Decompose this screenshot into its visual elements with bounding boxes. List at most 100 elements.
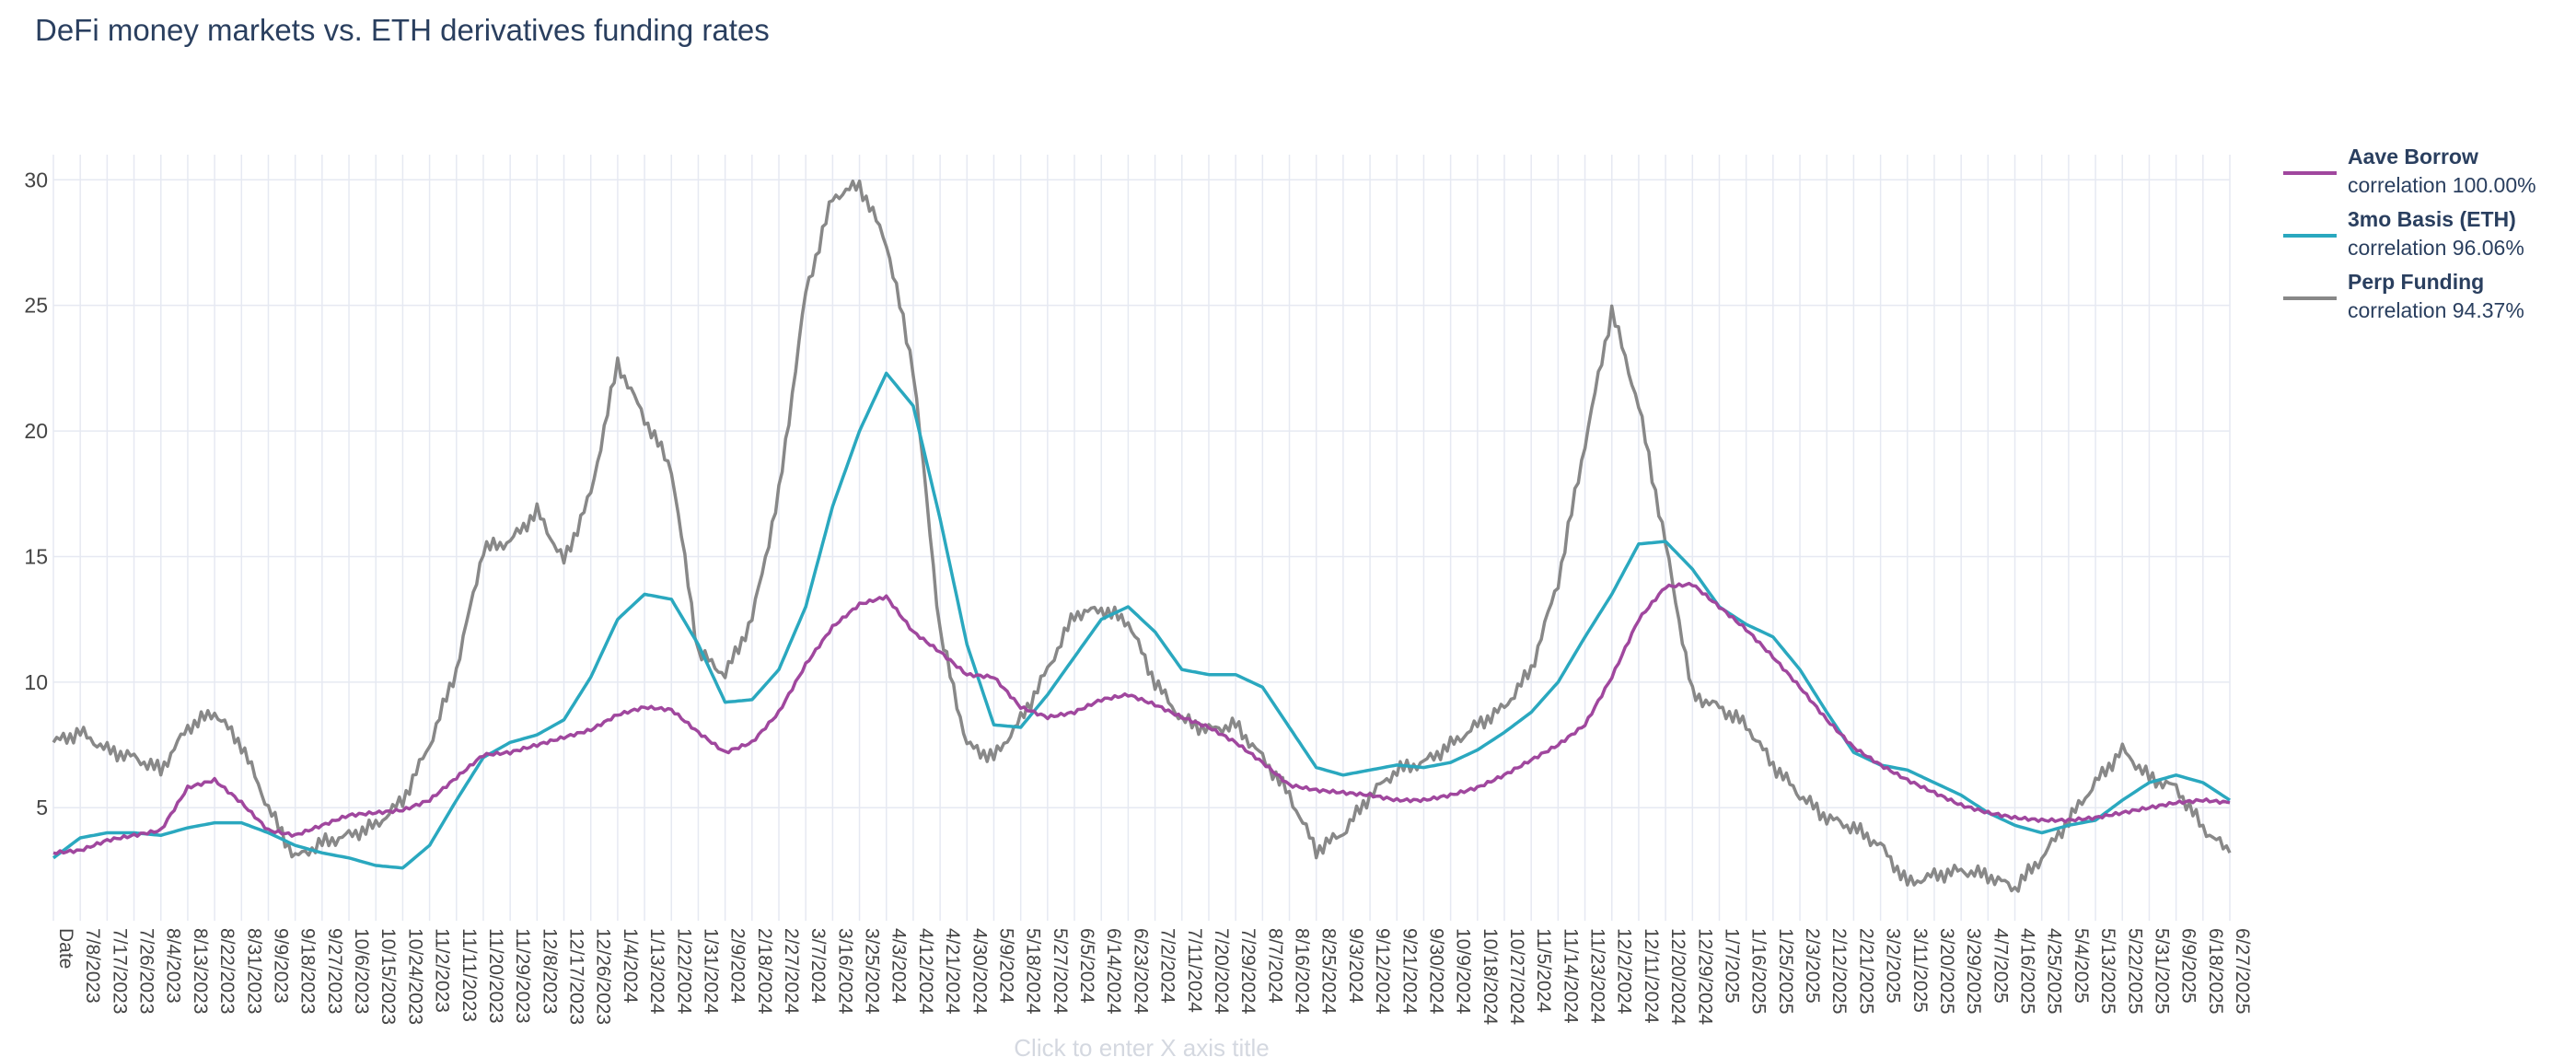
x-tick-label: 3/7/2024 <box>807 928 829 1004</box>
x-tick-label: 8/16/2024 <box>1292 928 1313 1015</box>
x-tick-label: 5/4/2025 <box>2071 928 2092 1004</box>
y-tick-label: 5 <box>36 796 48 819</box>
y-tick-label: 20 <box>24 419 48 443</box>
x-tick-label: 11/29/2023 <box>512 928 533 1024</box>
x-tick-label: 3/2/2025 <box>1883 928 1904 1004</box>
x-tick-label: 9/12/2024 <box>1372 928 1393 1015</box>
x-tick-label: 1/31/2024 <box>700 928 721 1015</box>
x-tick-label: 2/3/2025 <box>1802 928 1823 1004</box>
x-tick-label: 9/3/2024 <box>1345 928 1366 1004</box>
x-tick-label: 8/25/2024 <box>1318 928 1340 1015</box>
x-tick-label: 2/12/2025 <box>1828 928 1850 1014</box>
x-tick-label: 10/24/2023 <box>404 928 425 1025</box>
series-line-2[interactable] <box>52 371 2231 870</box>
x-tick-label: 5/18/2024 <box>1023 928 1044 1015</box>
x-tick-label: 11/5/2024 <box>1533 928 1554 1013</box>
x-tick-label: 7/8/2023 <box>82 928 103 1004</box>
x-tick-label: 9/30/2024 <box>1425 928 1446 1015</box>
x-tick-label: 4/3/2024 <box>888 928 910 1004</box>
x-tick-label: 9/18/2023 <box>297 928 319 1014</box>
x-tick-label: 4/25/2025 <box>2044 928 2065 1014</box>
x-tick-label: 4/21/2024 <box>942 928 963 1015</box>
x-tick-label: 3/16/2024 <box>834 928 855 1015</box>
x-tick-label: 1/25/2025 <box>1775 928 1796 1014</box>
x-tick-label: 11/2/2023 <box>432 928 453 1013</box>
x-tick-label: 1/22/2024 <box>673 928 694 1015</box>
x-tick-label: 8/22/2023 <box>216 928 238 1014</box>
legend-series-name[interactable]: Aave Borrow <box>2348 145 2478 168</box>
x-axis-title-placeholder[interactable]: Click to enter X axis title <box>1014 1034 1269 1057</box>
x-tick-label: 12/17/2023 <box>566 928 587 1025</box>
x-tick-label: 6/14/2024 <box>1103 928 1124 1015</box>
x-tick-label: 2/9/2024 <box>727 928 748 1004</box>
x-tick-label: 7/29/2024 <box>1237 928 1259 1015</box>
x-tick-label: 4/7/2025 <box>1990 928 2011 1004</box>
x-tick-label: 1/13/2024 <box>646 928 667 1015</box>
x-tick-label: 9/9/2023 <box>270 928 291 1004</box>
x-tick-label: 7/2/2024 <box>1157 928 1178 1004</box>
x-tick-label: 11/11/2023 <box>458 928 480 1022</box>
x-tick-label: 7/26/2023 <box>136 928 157 1014</box>
x-tick-label: 10/18/2024 <box>1479 928 1501 1025</box>
x-tick-label: 12/2/2024 <box>1614 928 1635 1015</box>
x-tick-label: 3/11/2025 <box>1909 928 1931 1013</box>
x-tick-label: 5/13/2025 <box>2097 928 2118 1014</box>
series-line-3[interactable] <box>52 179 2232 893</box>
x-tick-label: 10/27/2024 <box>1506 928 1527 1025</box>
x-tick-label: Date <box>55 928 76 969</box>
x-tick-label: 3/25/2024 <box>862 928 883 1015</box>
x-tick-label: 9/27/2023 <box>324 928 345 1014</box>
x-tick-label: 1/16/2025 <box>1748 928 1770 1014</box>
x-tick-label: 11/23/2024 <box>1587 928 1608 1024</box>
legend: Aave Borrow correlation 100.00% 3mo Basis … <box>2283 145 2536 322</box>
x-tick-label: 12/8/2023 <box>539 928 560 1014</box>
x-tick-label: 1/4/2024 <box>620 928 641 1004</box>
x-tick-label: 9/21/2024 <box>1398 928 1420 1015</box>
y-axis-ticks: 5 10 15 20 25 30 <box>24 168 48 819</box>
x-tick-label: 5/31/2025 <box>2151 928 2172 1014</box>
x-tick-label: 7/20/2024 <box>1211 928 1232 1015</box>
y-tick-label: 25 <box>24 294 48 318</box>
series-lines <box>52 179 2232 893</box>
legend-correlation: correlation 100.00% <box>2348 173 2536 197</box>
y-tick-label: 10 <box>24 670 48 694</box>
x-tick-label: 8/13/2023 <box>190 928 211 1014</box>
x-tick-label: 4/30/2024 <box>969 928 990 1015</box>
legend-series-name[interactable]: 3mo Basis (ETH) <box>2348 207 2516 231</box>
series-line-1[interactable] <box>52 581 2231 855</box>
legend-correlation: correlation 96.06% <box>2348 236 2524 260</box>
x-tick-label: 3/29/2025 <box>1963 928 1984 1014</box>
x-tick-label: 6/23/2024 <box>1130 928 1151 1015</box>
x-tick-label: 5/27/2024 <box>1050 928 1071 1015</box>
y-tick-label: 15 <box>24 544 48 568</box>
legend-correlation: correlation 94.37% <box>2348 298 2524 322</box>
x-tick-label: 6/5/2024 <box>1076 928 1097 1004</box>
x-tick-label: 8/4/2023 <box>163 928 184 1004</box>
x-tick-label: 7/17/2023 <box>109 928 130 1014</box>
chart-title: DeFi money markets vs. ETH derivatives f… <box>35 13 770 47</box>
x-tick-label: 2/18/2024 <box>754 928 775 1015</box>
x-tick-label: 5/9/2024 <box>995 928 1016 1004</box>
x-tick-label: 12/20/2024 <box>1667 928 1688 1025</box>
x-tick-label: 8/7/2024 <box>1264 928 1285 1004</box>
x-tick-label: 10/6/2023 <box>351 928 372 1014</box>
x-tick-label: 2/27/2024 <box>781 928 802 1015</box>
x-tick-label: 5/22/2025 <box>2124 928 2145 1014</box>
x-tick-label: 2/21/2025 <box>1855 928 1876 1014</box>
x-tick-label: 3/20/2025 <box>1936 928 1957 1014</box>
x-tick-label: 6/27/2025 <box>2232 928 2253 1014</box>
x-tick-label: 10/15/2023 <box>377 928 399 1025</box>
x-tick-label: 4/12/2024 <box>915 928 936 1015</box>
x-tick-label: 1/7/2025 <box>1721 928 1742 1004</box>
x-axis-ticks: Date 7/8/2023 7/17/2023 7/26/2023 8/4/2023 8/… <box>55 928 2253 1025</box>
x-tick-label: 12/11/2024 <box>1641 928 1662 1024</box>
x-tick-label: 10/9/2024 <box>1453 928 1474 1015</box>
x-tick-label: 6/18/2025 <box>2205 928 2226 1014</box>
x-tick-label: 8/31/2023 <box>243 928 264 1014</box>
grid <box>52 155 2231 921</box>
x-tick-label: 4/16/2025 <box>2017 928 2038 1014</box>
x-tick-label: 6/9/2025 <box>2178 928 2199 1004</box>
legend-series-name[interactable]: Perp Funding <box>2348 270 2484 294</box>
y-tick-label: 30 <box>24 168 48 192</box>
